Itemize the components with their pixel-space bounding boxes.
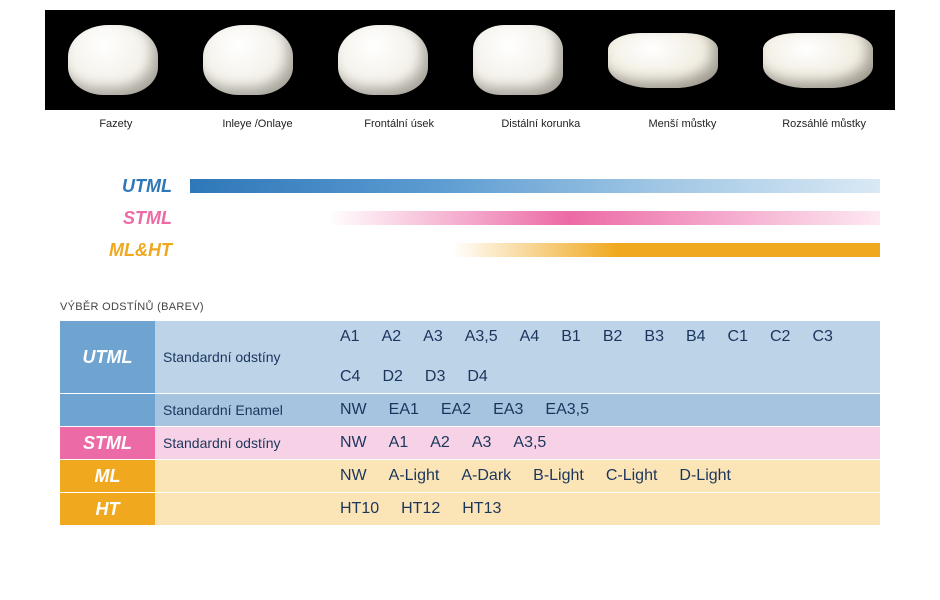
hero-captions: Fazety Inleye /Onlaye Frontální úsek Dis… [45, 118, 895, 130]
bar-row-utml: UTML [60, 170, 880, 202]
bar-label: UTML [60, 176, 190, 197]
subcategory-cell [155, 493, 330, 525]
values-cell: HT10 HT12 HT13 [330, 493, 880, 525]
tooth-image [608, 33, 718, 88]
shade-value: C4 [340, 368, 360, 386]
shade-value: B4 [686, 328, 706, 346]
table-row: HT HT10 HT12 HT13 [60, 493, 880, 526]
bar-row-stml: STML [60, 202, 880, 234]
shade-value: EA1 [389, 401, 419, 419]
subcategory-cell: Standardní Enamel [155, 394, 330, 426]
shade-value: D-Light [679, 467, 731, 485]
caption: Fazety [56, 118, 176, 130]
shade-value: EA3 [493, 401, 523, 419]
shade-value: A1 [389, 434, 409, 452]
hero-strip [45, 10, 895, 110]
shade-value: EA3,5 [545, 401, 589, 419]
subcategory-cell: Standardní odstíny [155, 427, 330, 459]
tooth-image [338, 25, 428, 95]
shade-value: D2 [382, 368, 402, 386]
shade-value: A-Light [389, 467, 440, 485]
shade-value: A3 [472, 434, 492, 452]
table-row: ML NW A-Light A-Dark B-Light C-Light D-L… [60, 460, 880, 493]
shade-table: UTML Standardní odstíny A1 A2 A3 A3,5 A4… [60, 321, 880, 526]
tooth-image [763, 33, 873, 88]
tooth-image [203, 25, 293, 95]
bar-label: ML&HT [60, 240, 190, 261]
category-cell: HT [60, 493, 155, 525]
caption: Rozsáhlé můstky [764, 118, 884, 130]
shade-value: D4 [467, 368, 487, 386]
caption: Distální korunka [481, 118, 601, 130]
shade-value: A-Dark [461, 467, 511, 485]
shade-value: A3,5 [465, 328, 498, 346]
category-cell: STML [60, 427, 155, 459]
shade-value: A2 [430, 434, 450, 452]
shade-value: C-Light [606, 467, 658, 485]
shade-value: B-Light [533, 467, 584, 485]
subcategory-cell [155, 460, 330, 492]
table-row: Standardní Enamel NW EA1 EA2 EA3 EA3,5 [60, 394, 880, 427]
subcategory-cell: Standardní odstíny [155, 321, 330, 393]
category-cell: ML [60, 460, 155, 492]
tooth-image [473, 25, 563, 95]
shade-value: HT13 [462, 500, 501, 518]
category-cell-cont [60, 394, 155, 426]
shade-value: EA2 [441, 401, 471, 419]
values-cell: NW EA1 EA2 EA3 EA3,5 [330, 394, 880, 426]
shade-value: A2 [382, 328, 402, 346]
table-row: UTML Standardní odstíny A1 A2 A3 A3,5 A4… [60, 321, 880, 394]
bar-label: STML [60, 208, 190, 229]
shade-value: D3 [425, 368, 445, 386]
shade-value: A1 [340, 328, 360, 346]
caption: Inleye /Onlaye [197, 118, 317, 130]
bar [190, 211, 880, 225]
shade-value: A3 [423, 328, 443, 346]
shade-value: C1 [728, 328, 748, 346]
shade-value: NW [340, 434, 367, 452]
shade-value: HT12 [401, 500, 440, 518]
shade-value: B2 [603, 328, 623, 346]
table-row: STML Standardní odstíny NW A1 A2 A3 A3,5 [60, 427, 880, 460]
shade-value: A3,5 [513, 434, 546, 452]
gradient-bars: UTML STML ML&HT [60, 170, 880, 266]
shade-value: NW [340, 467, 367, 485]
shade-value: HT10 [340, 500, 379, 518]
section-title: VÝBĚR ODSTÍNŮ (BAREV) [60, 301, 940, 313]
bar-row-mlht: ML&HT [60, 234, 880, 266]
shade-value: B1 [561, 328, 581, 346]
shade-value: A4 [520, 328, 540, 346]
bar [190, 179, 880, 193]
values-cell: NW A1 A2 A3 A3,5 [330, 427, 880, 459]
shade-value: C2 [770, 328, 790, 346]
shade-value: B3 [644, 328, 664, 346]
tooth-image [68, 25, 158, 95]
caption: Frontální úsek [339, 118, 459, 130]
bar [190, 243, 880, 257]
category-cell: UTML [60, 321, 155, 393]
shade-value: C3 [812, 328, 832, 346]
values-cell: A1 A2 A3 A3,5 A4 B1 B2 B3 B4 C1 C2 C3 C4… [330, 321, 880, 393]
caption: Menší můstky [622, 118, 742, 130]
values-cell: NW A-Light A-Dark B-Light C-Light D-Ligh… [330, 460, 880, 492]
shade-value: NW [340, 401, 367, 419]
